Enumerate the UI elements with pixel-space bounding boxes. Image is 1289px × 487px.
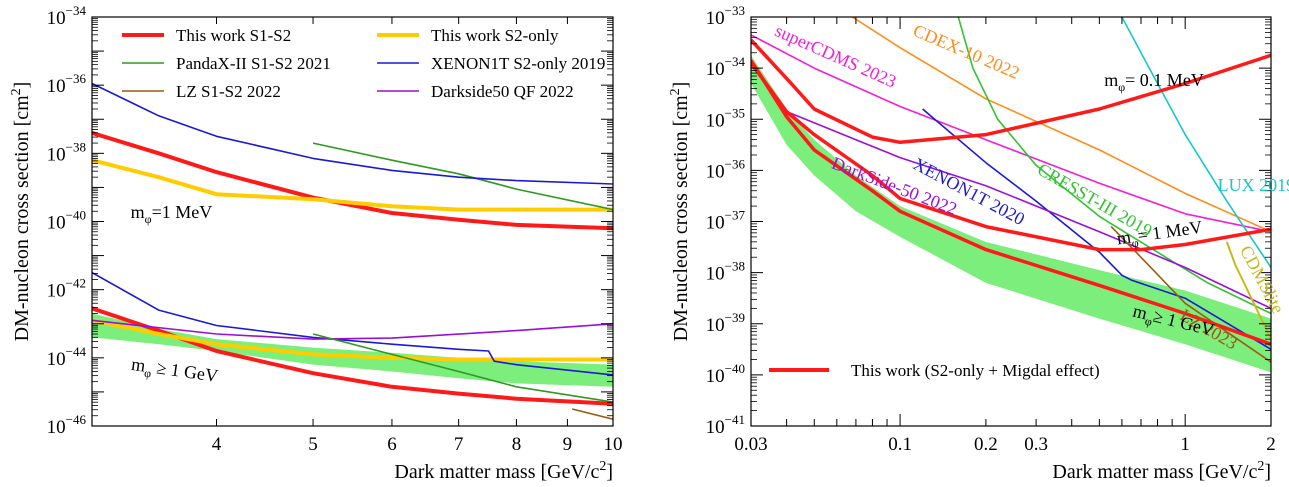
y-tick-label: 10−42 [47, 276, 86, 302]
series-6-cdmslite [1225, 241, 1271, 340]
series-9-this-work-s2-only-migdal-effect [751, 61, 1271, 252]
y-axis-label: DM-nucleon cross section [cm2] [9, 82, 33, 342]
legend-label: XENON1T S2-only 2019 [431, 54, 605, 73]
axis-ticks [750, 16, 1272, 427]
y-tick-label: 10−35 [706, 105, 745, 131]
y-tick-label: 10−41 [706, 412, 745, 438]
x-tick-label: 10 [604, 434, 623, 455]
series-5-this-work-s2-only [92, 318, 613, 362]
series-7-darkside50-qf-2022 [92, 319, 613, 340]
series-2-pandax-ii-s1-s2-2021 [312, 142, 613, 211]
y-tick-label: 10−37 [706, 208, 746, 234]
y-tick-label: 10−39 [706, 310, 745, 336]
y-tick-label: 10−34 [706, 54, 746, 80]
x-tick-label: 0.1 [888, 434, 912, 455]
x-tick-label: 6 [387, 434, 397, 455]
band-0 [751, 55, 1271, 373]
series-4-darkside-50-2022 [786, 110, 1271, 310]
y-tick-label: 10−36 [706, 156, 746, 182]
y-tick-label: 10−40 [706, 361, 745, 387]
plot-area [92, 82, 613, 420]
series-7-lz-2022 [1110, 226, 1271, 363]
x-tick-label: 9 [563, 434, 573, 455]
y-tick-label: 10−38 [706, 259, 745, 285]
left-panel-chart: 4 5 6 7 8 9 10 10−46 10−44 10−42 10−40 10−38 10−36 10… [9, 3, 623, 483]
x-tick-label: 5 [308, 434, 318, 455]
x-tick-label: 4 [212, 434, 222, 455]
legend-label: Darkside50 QF 2022 [431, 82, 574, 101]
series-8-pandax-ii-s1-s2-2021 [312, 333, 613, 403]
series-0-this-work-s1-s2 [92, 130, 613, 231]
series-5-lux-2019 [1121, 17, 1271, 268]
annotation-1: mφ ≥ 1 GeV [129, 354, 219, 390]
y-tick-label: 10−40 [47, 208, 86, 234]
band-0 [92, 313, 613, 387]
series-1-this-work-s2-only [92, 158, 613, 212]
legend-label: PandaX-II S1-S2 2021 [176, 54, 331, 73]
series-10-this-work-s2-only-migdal-effect [751, 59, 1271, 346]
annotation-5: LUX 2019 [1218, 175, 1289, 195]
annotation-0: mφ=1 MeV [131, 202, 213, 226]
legend-label: This work S2-only [431, 26, 559, 45]
annotation-8: mφ= 0.1 MeV [1104, 70, 1204, 94]
y-tick-label: 10−44 [47, 344, 87, 370]
axis-ticks [91, 16, 614, 427]
series-0-supercdms-2023 [751, 34, 1271, 233]
x-tick-label: 0.03 [734, 434, 767, 455]
series-3-cresst-iii-2019 [957, 17, 1271, 315]
legend-label: This work (S2-only + Migdal effect) [851, 361, 1100, 380]
x-tick-label: 2 [1266, 434, 1276, 455]
y-tick-label: 10−34 [47, 3, 87, 29]
legend-label: This work S1-S2 [176, 26, 291, 45]
legend: This work (S2-only + Migdal effect) [769, 361, 1100, 380]
y-tick-label: 10−38 [47, 139, 86, 165]
x-axis-label: Dark matter mass [GeV/c2] [394, 459, 613, 483]
x-tick-label: 8 [512, 434, 522, 455]
x-axis-label: Dark matter mass [GeV/c2] [1052, 459, 1271, 483]
annotation-1: CDEX-10 2022 [910, 20, 1022, 83]
right-panel-chart: 0.03 0.1 0.2 0.3 1 2 10−41 10−40 10−39 10−38 10−37… [668, 3, 1289, 483]
series-6-xenon1t-s2-only-2019 [92, 271, 613, 376]
y-tick-label: 10−36 [47, 71, 87, 97]
series-2-xenon1t-2020 [922, 108, 1271, 350]
y-axis-label: DM-nucleon cross section [cm2] [668, 82, 692, 342]
series-9-lz-s1-s2-2022 [572, 408, 613, 420]
y-tick-label: 10−33 [706, 3, 745, 29]
x-tick-label: 0.3 [1024, 434, 1048, 455]
x-tick-label: 0.2 [974, 434, 998, 455]
series-1-cdex-10-2022 [851, 17, 1271, 233]
legend-label: LZ S1-S2 2022 [176, 82, 281, 101]
legend: This work S1-S2 This work S2-only PandaX-I… [122, 26, 605, 101]
x-tick-label: 1 [1180, 434, 1190, 455]
x-tick-label: 7 [454, 434, 464, 455]
plot-area [751, 17, 1271, 373]
series-8-this-work-s2-only-migdal-effect [751, 38, 1271, 145]
series-3-xenon1t-s2-only-2019 [92, 82, 613, 185]
y-tick-label: 10−46 [47, 412, 87, 438]
